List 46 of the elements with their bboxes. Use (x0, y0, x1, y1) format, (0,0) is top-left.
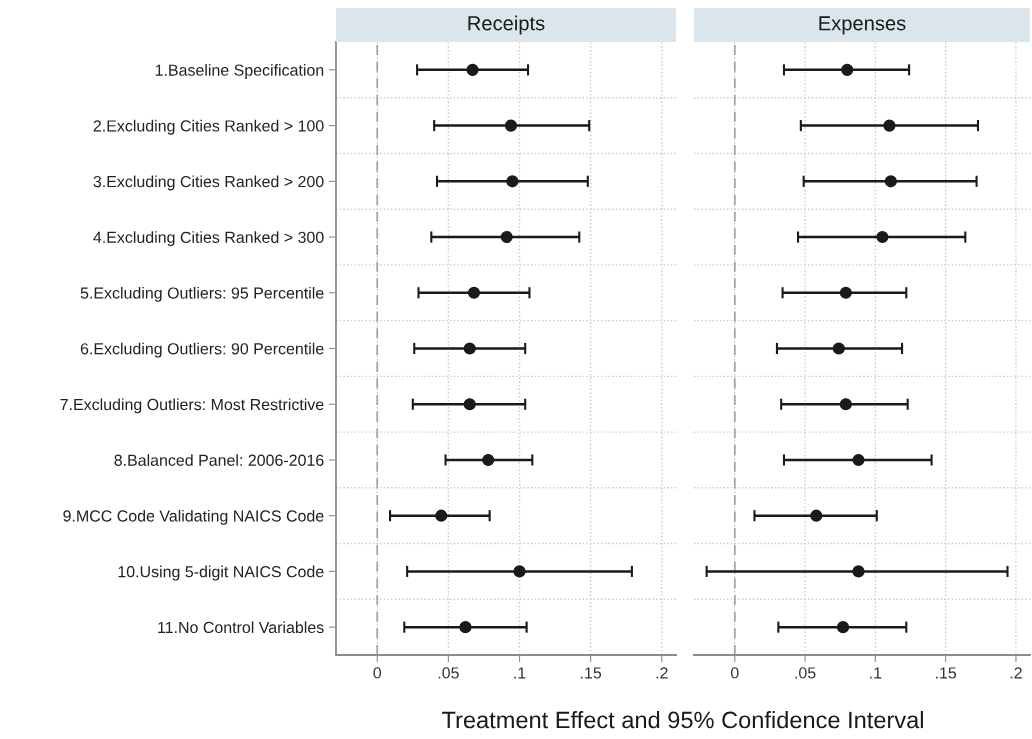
point (832, 342, 845, 355)
y-tick-label: 10.Using 5-digit NAICS Code (118, 565, 324, 581)
point (513, 565, 526, 578)
chart-title: Expenses (819, 16, 906, 35)
point (841, 63, 854, 76)
point (839, 286, 852, 299)
point (467, 286, 481, 299)
x-tick-label: 0 (373, 667, 382, 679)
point (852, 453, 865, 467)
y-tick-label: 4.Excluding Cities Ranked > 300 (93, 231, 324, 247)
point (463, 342, 476, 355)
x-tick-label: .1 (870, 667, 882, 679)
y-tick-label: 11.No Control Variables (158, 621, 324, 634)
x-tick-label: .15 (581, 667, 602, 679)
point (435, 509, 448, 522)
point (839, 398, 852, 411)
y-tick-label: 5.Excluding Outliers: 95 Percentile (80, 286, 324, 302)
point (504, 119, 518, 132)
point (883, 119, 896, 132)
y-tick-label: 9.MCC Code Validating NAICS Code (63, 509, 324, 525)
x-tick-label: .2 (656, 667, 668, 679)
point (852, 565, 865, 578)
point (884, 175, 897, 188)
point (876, 230, 889, 244)
point (506, 175, 519, 188)
point (482, 453, 495, 467)
x-tick-label: .15 (936, 667, 957, 679)
point (810, 509, 823, 522)
y-tick-label: 6.Excluding Outliers: 90 Percentile (80, 342, 324, 358)
x-tick-label: 0 (730, 667, 739, 679)
chart-title: Receipts (468, 15, 545, 35)
x-tick-label: .2 (1010, 667, 1022, 679)
x-tick-label: .05 (795, 667, 816, 679)
point (500, 230, 513, 244)
y-tick-label: 1.Baseline Specification (155, 64, 324, 79)
x-tick-label: .1 (514, 667, 526, 679)
y-tick-label: 7.Excluding Outliers: Most Restrictive (60, 398, 324, 414)
y-tick-label: 3.Excluding Cities Ranked > 200 (93, 175, 324, 191)
y-tick-label: 8.Balanced Panel: 2006-2016 (114, 454, 324, 466)
point (463, 398, 476, 411)
point (836, 621, 850, 634)
point (459, 621, 472, 634)
x-axis-title: Treatment Effect and 95% Confidence Interval (442, 710, 923, 729)
x-tick-label: .05 (438, 667, 459, 679)
point (466, 63, 479, 76)
y-tick-label: 2.Excluding Cities Ranked > 100 (93, 119, 324, 135)
